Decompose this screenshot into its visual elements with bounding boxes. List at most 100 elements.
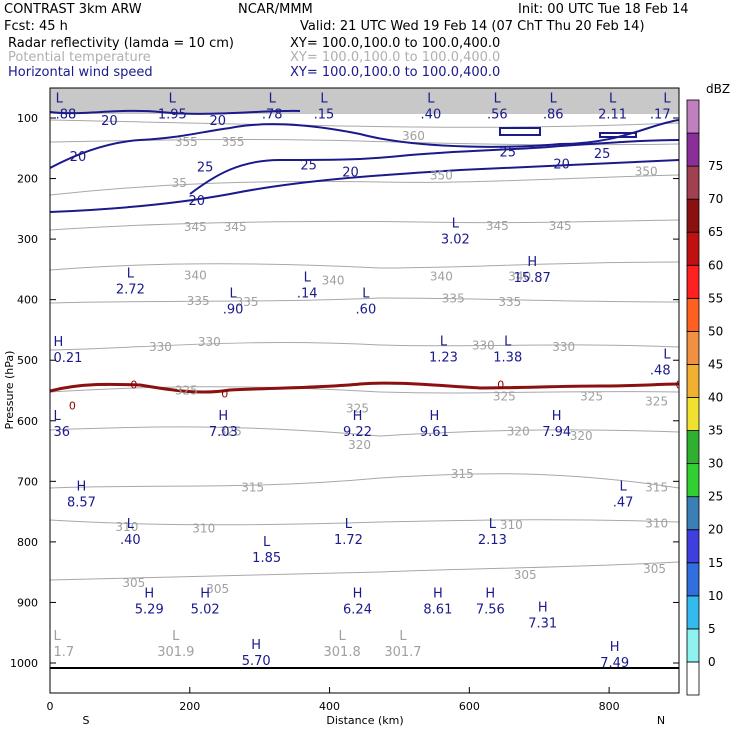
isentrope-label: 315 [645, 480, 668, 494]
isentrope-label: 315 [241, 480, 264, 494]
colorbar-swatch [686, 397, 700, 431]
direction-north: N [657, 714, 665, 727]
extremum-kind: H [353, 409, 363, 424]
y-tick-label: 500 [17, 354, 38, 367]
isentrope-label: 310 [115, 520, 138, 534]
isentrope-label: 310 [645, 517, 668, 531]
isentrope-label: 315 [451, 467, 474, 481]
isentrope-label: 325 [175, 384, 198, 398]
x-tick-label: 200 [179, 700, 200, 713]
extremum-value: 1.38 [493, 351, 522, 366]
extremum-value: 5.70 [242, 654, 271, 669]
extremum-value: 7.03 [209, 425, 238, 440]
extremum-value: .86 [543, 108, 564, 123]
extremum-kind: H [251, 638, 261, 653]
colorbar-swatch [686, 330, 700, 365]
colorbar-swatch [686, 165, 700, 200]
extremum-kind: L [304, 270, 312, 285]
y-tick-label: 1000 [10, 657, 38, 670]
extremum-value: 1.85 [252, 551, 281, 566]
colorbar-level-label: 55 [708, 291, 723, 305]
colorbar-level-label: 30 [708, 457, 723, 471]
y-tick-label: 100 [17, 112, 38, 125]
extremum-value: 9.22 [343, 425, 372, 440]
extremum-kind: L [339, 629, 347, 644]
field-name-theta: Potential temperature [8, 50, 151, 65]
forecast-hour: Fcst: 45 h [4, 19, 68, 34]
isentrope-345 [50, 219, 679, 231]
colorbar: dBZ 0 5 10 15 20 25 30 35 40 45 50 55 60 65 70 75 [686, 82, 730, 696]
valid-time: Valid: 21 UTC Wed 19 Feb 14 (07 ChT Thu … [300, 19, 645, 34]
colorbar-swatch [686, 595, 700, 630]
colorbar-level-label: 0 [708, 655, 716, 669]
isentrope-label: 335 [236, 295, 259, 309]
colorbar-level-label: 65 [708, 225, 723, 239]
isentrope-label: 305 [643, 562, 666, 576]
reflectivity-label: 0 [676, 378, 683, 391]
isentrope-325a [50, 386, 679, 394]
colorbar-swatch [686, 297, 700, 332]
extremum-kind: L [494, 92, 502, 107]
colorbar-swatch [686, 463, 700, 498]
extremum-value: .47 [613, 495, 634, 510]
extremum-kind: H [218, 409, 228, 424]
stratosphere-isentrope-band [50, 88, 679, 114]
reflectivity-0dbz-contour [50, 381, 679, 394]
wind-speed-label: 20 [342, 165, 359, 180]
colorbar-swatch [686, 430, 700, 465]
org-label: NCAR/MMM [238, 2, 313, 17]
extremum-value: .60 [356, 303, 377, 318]
extremum-value: .88 [56, 108, 77, 123]
isentrope-label: 325 [645, 394, 668, 408]
y-tick-label: 700 [17, 475, 38, 488]
isentrope-315 [50, 473, 679, 489]
extremum-kind: L [53, 409, 61, 424]
extremum-kind: L [229, 287, 237, 302]
isentrope-label: 345 [184, 220, 207, 234]
colorbar-swatch [686, 562, 700, 597]
reflectivity-label: 0 [497, 378, 504, 391]
extremum-value: 2.72 [116, 283, 145, 298]
extremum-kind: L [269, 92, 277, 107]
extremum-kind: H [610, 640, 620, 655]
extremum-value: 9.61 [420, 425, 449, 440]
field-name-wind: Horizontal wind speed [8, 65, 153, 80]
field-xy-reflectivity: XY= 100.0,100.0 to 100.0,400.0 [290, 36, 500, 51]
isentrope-label: 325 [580, 390, 603, 404]
colorbar-level-label: 10 [708, 589, 723, 603]
extremum-value: .56 [487, 108, 508, 123]
extremum-value: 7.49 [600, 656, 629, 671]
extremum-value: 301.9 [157, 645, 194, 660]
wind-speed-label: 25 [197, 160, 214, 175]
wind-contour-25-north [599, 132, 637, 138]
isentrope-360 [50, 119, 679, 128]
extremum-value: .48 [650, 363, 671, 378]
isentrope-label: 305 [206, 582, 229, 596]
wind-contour-20-north [499, 127, 541, 136]
colorbar-swatch [686, 264, 700, 299]
extremum-value: 0.21 [53, 351, 82, 366]
extremum-kind: L [53, 629, 61, 644]
isentrope-label: 360 [402, 129, 425, 143]
wind-speed-label: 20 [209, 114, 226, 129]
extremum-value: 8.61 [423, 602, 452, 617]
colorbar-level-label: 5 [708, 622, 716, 636]
reflectivity-label: 0 [130, 378, 137, 391]
isentrope-label: 345 [549, 219, 572, 233]
wind-speed-label: 25 [300, 159, 317, 174]
extremum-kind: H [353, 586, 363, 601]
isentrope-label: 35 [172, 176, 187, 190]
y-axis-title: Pressure (hPa) [3, 351, 16, 430]
extremum-value: 7.56 [476, 602, 505, 617]
colorbar-level-label: 50 [708, 324, 723, 338]
extremum-kind: L [663, 92, 671, 107]
isentrope-label: 345 [486, 219, 509, 233]
colorbar-swatch [686, 132, 700, 167]
colorbar-level-label: 75 [708, 159, 723, 173]
extremum-kind: L [399, 629, 407, 644]
isentrope-label: 305 [514, 568, 537, 582]
colorbar-swatch [686, 661, 700, 696]
isentrope-label: 310 [192, 522, 215, 536]
isentrope-label: 335 [187, 294, 210, 308]
